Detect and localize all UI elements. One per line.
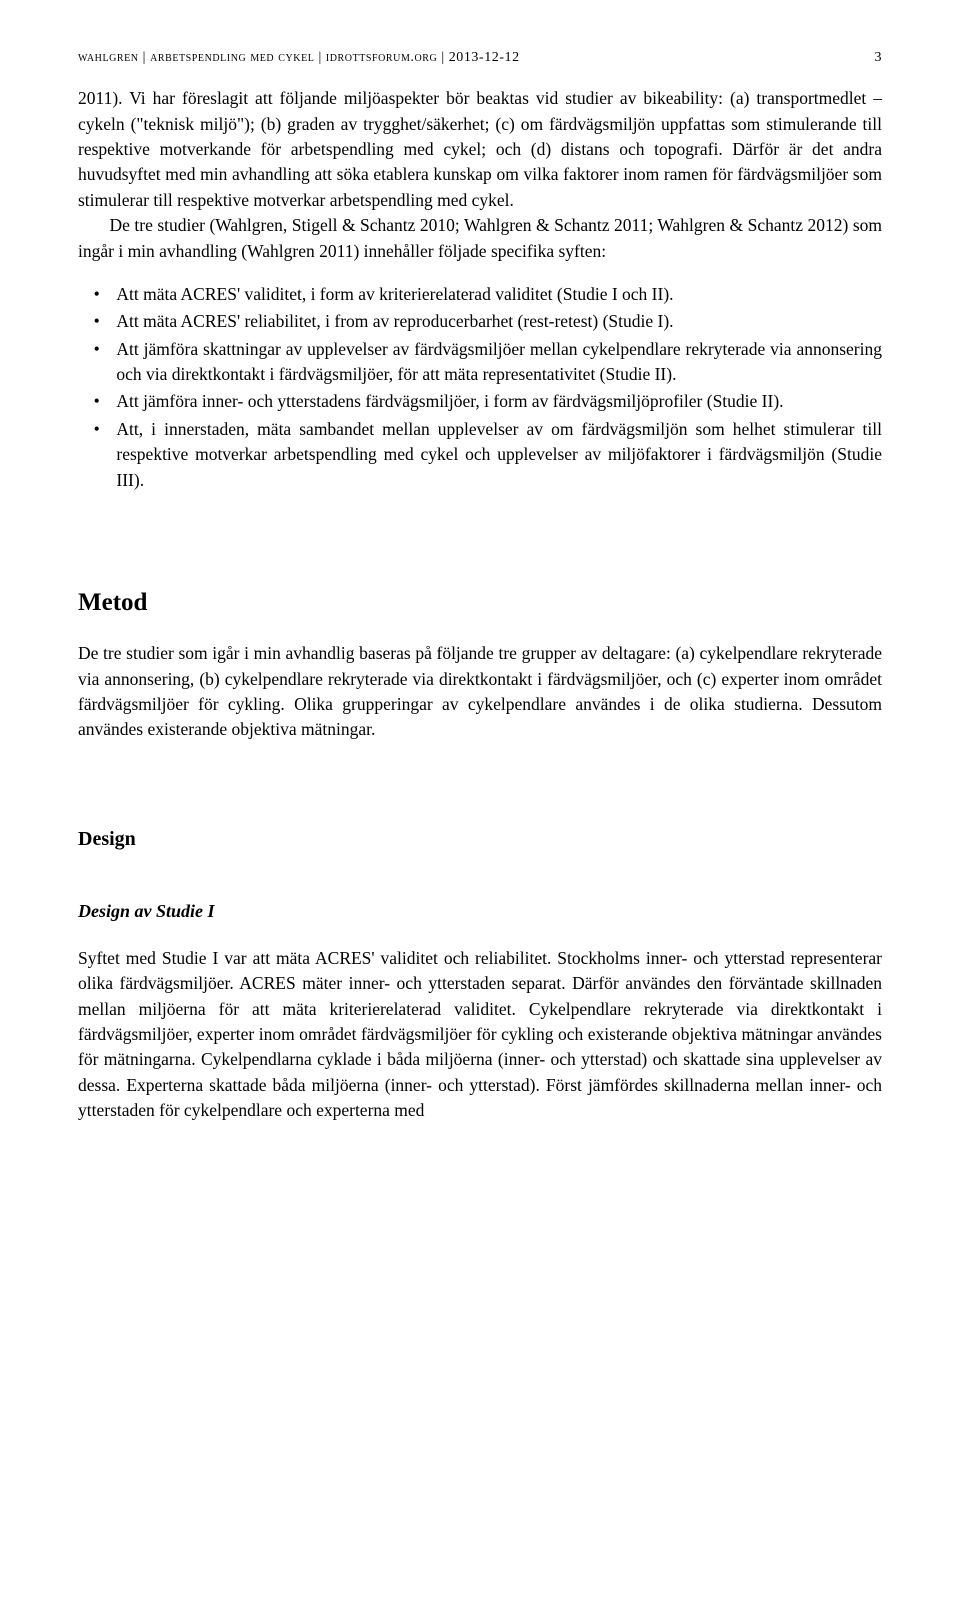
body-paragraph: De tre studier som igår i min avhandlig … <box>78 641 882 743</box>
header-venue: idrottsforum.org <box>326 50 437 65</box>
header-sep: | <box>314 50 325 65</box>
section-heading-method: Metod <box>78 585 882 621</box>
body-paragraph: De tre studier (Wahlgren, Stigell & Scha… <box>78 213 882 264</box>
list-item: Att jämföra inner- och ytterstadens färd… <box>116 389 882 414</box>
section-heading-design: Design <box>78 825 882 854</box>
header-sep: | <box>437 50 448 65</box>
header-sep: | <box>139 50 150 65</box>
running-header: wahlgren | arbetspendling med cykel | id… <box>78 48 882 68</box>
subsection-heading-design1: Design av Studie I <box>78 898 882 924</box>
aims-list: Att mäta ACRES' validitet, i form av kri… <box>78 282 882 493</box>
header-date: 2013-12-12 <box>449 50 520 65</box>
list-item: Att, i innerstaden, mäta sambandet mella… <box>116 417 882 493</box>
page-number: 3 <box>852 48 882 68</box>
body-paragraph: Syftet med Studie I var att mäta ACRES' … <box>78 946 882 1124</box>
header-author: wahlgren <box>78 50 139 65</box>
header-title: arbetspendling med cykel <box>150 50 314 65</box>
body-paragraph: 2011). Vi har föreslagit att följande mi… <box>78 86 882 213</box>
list-item: Att mäta ACRES' reliabilitet, i from av … <box>116 309 882 334</box>
running-header-left: wahlgren | arbetspendling med cykel | id… <box>78 48 852 68</box>
list-item: Att mäta ACRES' validitet, i form av kri… <box>116 282 882 307</box>
list-item: Att jämföra skattningar av upplevelser a… <box>116 337 882 388</box>
